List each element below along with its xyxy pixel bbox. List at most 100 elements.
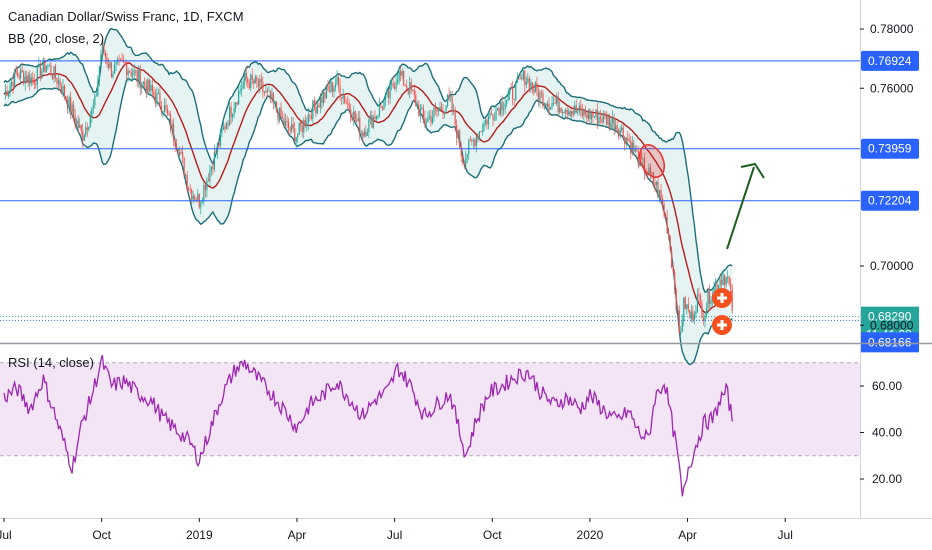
candle-body: [509, 87, 511, 95]
candle-body: [719, 279, 721, 286]
candle-body: [145, 85, 147, 94]
candle-body: [717, 285, 720, 291]
candle-body: [4, 90, 7, 95]
candle-body: [242, 82, 244, 89]
level-price-label: 0.73959: [868, 142, 912, 156]
candle-body: [298, 122, 300, 135]
candle-body: [333, 87, 335, 92]
candle-body: [92, 105, 94, 109]
candle-body: [177, 149, 179, 156]
candle-body: [474, 139, 476, 147]
time-tick-label: Jul: [387, 528, 402, 542]
candle-body: [147, 79, 149, 94]
candle-body: [30, 77, 32, 85]
candle-body: [725, 277, 727, 285]
candle-body: [374, 116, 376, 120]
candle-body: [380, 104, 382, 107]
candle-body: [412, 89, 414, 91]
candle-body: [369, 115, 371, 120]
candle-body: [60, 86, 63, 94]
candle-body: [714, 283, 717, 287]
time-tick-label: Oct: [92, 528, 111, 542]
candle-body: [642, 158, 644, 159]
candle-body: [512, 88, 514, 99]
candle-body: [377, 115, 379, 117]
candle-body: [462, 155, 464, 163]
candle-body: [575, 105, 577, 113]
candle-body: [225, 123, 228, 129]
candle-body: [636, 149, 638, 152]
candle-body: [631, 142, 633, 154]
candle-body: [581, 109, 583, 116]
candle-body: [362, 132, 364, 137]
candle-body: [383, 100, 385, 110]
candle-body: [472, 139, 474, 142]
price-tick-label: 0.78000: [870, 22, 914, 36]
candle-body: [713, 286, 715, 295]
candle-body: [655, 182, 658, 186]
candle-body: [215, 151, 217, 153]
candle-body: [95, 95, 97, 97]
candle-body: [179, 152, 181, 156]
candle-body: [527, 78, 529, 82]
candle-body: [451, 95, 453, 111]
candle-body: [633, 142, 635, 152]
candle-body: [439, 107, 441, 111]
candle-body: [10, 82, 13, 86]
candle-body: [686, 304, 688, 309]
candle-body: [123, 61, 125, 63]
candle-body: [363, 131, 365, 137]
candle-body: [318, 105, 320, 108]
rsi-plot: [3, 354, 733, 497]
candle-body: [310, 115, 312, 119]
candle-body: [503, 108, 505, 111]
candle-body: [7, 91, 10, 97]
candle-body: [135, 70, 137, 71]
candle-body: [731, 289, 733, 311]
candle-body: [62, 85, 64, 94]
candle-body: [407, 88, 409, 94]
candle-body: [17, 73, 19, 76]
candle-body: [443, 111, 446, 114]
candle-body: [6, 90, 8, 97]
candle-body: [26, 76, 28, 82]
candle-body: [221, 129, 223, 131]
candle-body: [347, 102, 349, 104]
candle-body: [495, 109, 497, 120]
candle-body: [610, 122, 612, 128]
candle-body: [418, 104, 420, 116]
candle-body: [466, 154, 468, 157]
candle-body: [589, 109, 591, 120]
candle-body: [400, 71, 402, 76]
candle-body: [542, 92, 544, 107]
candle-body: [339, 85, 341, 98]
candle-body: [698, 294, 700, 296]
candle-body: [38, 64, 40, 67]
candle-body: [236, 102, 238, 105]
candle-body: [42, 59, 44, 71]
candle-body: [602, 113, 605, 123]
candle-body: [643, 158, 645, 173]
candle-body: [618, 129, 620, 137]
candle-body: [548, 103, 550, 110]
candle-body: [728, 276, 730, 284]
candle-body: [263, 92, 265, 94]
bb-indicator-label: BB (20, close, 2): [8, 31, 105, 46]
candle-body: [410, 82, 412, 90]
candle-body: [256, 76, 258, 82]
candle-body: [525, 81, 527, 85]
candle-body: [586, 114, 588, 119]
candle-body: [442, 109, 444, 114]
candle-body: [286, 120, 288, 122]
candle-body: [162, 111, 164, 113]
candle-body: [41, 70, 43, 79]
candle-body: [437, 110, 440, 112]
candle-body: [678, 309, 680, 333]
candle-body: [183, 157, 185, 176]
candle-body: [630, 141, 632, 154]
candle-body: [534, 82, 536, 93]
candle-body: [109, 62, 111, 68]
candle-body: [522, 71, 524, 80]
candle-body: [23, 72, 25, 84]
